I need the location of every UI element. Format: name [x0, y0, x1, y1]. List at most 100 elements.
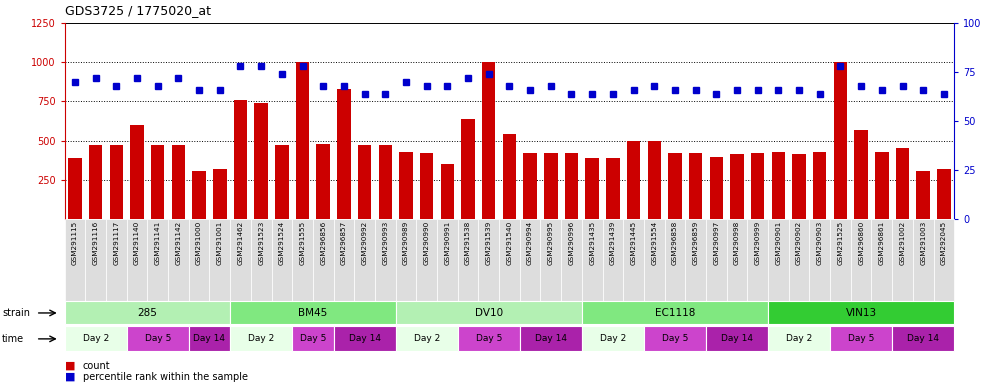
Text: GSM290992: GSM290992: [362, 221, 368, 265]
Bar: [316, 144, 330, 219]
Bar: [524, 153, 537, 219]
Bar: [379, 145, 392, 219]
Text: GSM291524: GSM291524: [279, 221, 285, 265]
Bar: [151, 145, 164, 219]
Text: GSM291435: GSM291435: [589, 221, 595, 265]
Text: GSM290996: GSM290996: [569, 221, 575, 265]
Bar: [419, 153, 433, 219]
Text: ■: ■: [65, 361, 76, 371]
Bar: [296, 62, 309, 219]
Bar: [130, 125, 144, 219]
Bar: [69, 158, 82, 219]
Bar: [689, 153, 703, 219]
Bar: [751, 153, 764, 219]
Text: Day 5: Day 5: [475, 334, 502, 343]
Text: percentile rank within the sample: percentile rank within the sample: [83, 372, 248, 382]
Text: DV10: DV10: [475, 308, 503, 318]
Text: Day 14: Day 14: [908, 334, 939, 343]
Text: EC1118: EC1118: [655, 308, 695, 318]
Text: GSM296856: GSM296856: [320, 221, 326, 265]
Text: Day 2: Day 2: [599, 334, 626, 343]
Text: Day 14: Day 14: [194, 334, 226, 343]
Text: GSM291115: GSM291115: [72, 221, 78, 265]
Text: GSM291003: GSM291003: [920, 221, 926, 265]
Text: GSM290903: GSM290903: [817, 221, 823, 265]
Text: GSM291000: GSM291000: [196, 221, 202, 265]
Bar: [834, 62, 847, 219]
Text: GSM296857: GSM296857: [341, 221, 347, 265]
Bar: [544, 153, 558, 219]
Text: Day 5: Day 5: [662, 334, 688, 343]
Bar: [606, 158, 619, 219]
Text: GSM290999: GSM290999: [754, 221, 760, 265]
Bar: [109, 145, 123, 219]
Text: GSM290901: GSM290901: [775, 221, 781, 265]
Bar: [461, 119, 475, 219]
Text: GSM290902: GSM290902: [796, 221, 802, 265]
Bar: [813, 152, 826, 219]
Bar: [337, 89, 351, 219]
Bar: [275, 145, 288, 219]
Text: strain: strain: [2, 308, 30, 318]
Bar: [503, 134, 516, 219]
Text: Day 14: Day 14: [535, 334, 567, 343]
Text: GSM291002: GSM291002: [900, 221, 906, 265]
Text: Day 2: Day 2: [83, 334, 108, 343]
Text: GSM291462: GSM291462: [238, 221, 244, 265]
Bar: [937, 169, 950, 219]
Text: GSM290990: GSM290990: [423, 221, 429, 265]
Text: GSM291117: GSM291117: [113, 221, 119, 265]
Bar: [440, 164, 454, 219]
Text: GSM296861: GSM296861: [879, 221, 885, 265]
Bar: [855, 129, 868, 219]
Text: GSM291140: GSM291140: [134, 221, 140, 265]
Text: count: count: [83, 361, 110, 371]
Text: GSM291141: GSM291141: [155, 221, 161, 265]
Bar: [627, 141, 640, 219]
Text: GSM291445: GSM291445: [630, 221, 636, 265]
Text: GSM296858: GSM296858: [672, 221, 678, 265]
Bar: [731, 154, 744, 219]
Text: GSM291116: GSM291116: [92, 221, 98, 265]
Bar: [234, 100, 248, 219]
Text: GSM296860: GSM296860: [858, 221, 864, 265]
Bar: [792, 154, 806, 219]
Text: Day 5: Day 5: [144, 334, 171, 343]
Text: GSM290989: GSM290989: [403, 221, 409, 265]
Text: GSM292045: GSM292045: [941, 221, 947, 265]
Text: Day 2: Day 2: [786, 334, 812, 343]
Text: BM45: BM45: [298, 308, 327, 318]
Bar: [668, 153, 682, 219]
Bar: [88, 145, 102, 219]
Text: GSM291539: GSM291539: [486, 221, 492, 265]
Text: GSM290997: GSM290997: [714, 221, 720, 265]
Bar: [771, 152, 785, 219]
Text: Day 14: Day 14: [349, 334, 381, 343]
Text: Day 14: Day 14: [721, 334, 753, 343]
Bar: [400, 152, 413, 219]
Text: ■: ■: [65, 372, 76, 382]
Text: time: time: [2, 334, 24, 344]
Text: GSM290991: GSM290991: [444, 221, 450, 265]
Text: GDS3725 / 1775020_at: GDS3725 / 1775020_at: [65, 4, 211, 17]
Bar: [172, 145, 185, 219]
Bar: [193, 171, 206, 219]
Text: GSM291523: GSM291523: [258, 221, 264, 265]
Text: GSM291540: GSM291540: [506, 221, 513, 265]
Bar: [358, 145, 372, 219]
Bar: [565, 153, 579, 219]
Bar: [916, 171, 930, 219]
Text: GSM296859: GSM296859: [693, 221, 699, 265]
Bar: [585, 158, 599, 219]
Text: GSM290995: GSM290995: [548, 221, 554, 265]
Text: GSM291439: GSM291439: [610, 221, 616, 265]
Bar: [647, 141, 661, 219]
Text: VIN13: VIN13: [846, 308, 877, 318]
Text: Day 5: Day 5: [848, 334, 875, 343]
Bar: [213, 169, 227, 219]
Bar: [875, 152, 889, 219]
Text: GSM290993: GSM290993: [383, 221, 389, 265]
Bar: [482, 62, 495, 219]
Text: 285: 285: [137, 308, 157, 318]
Text: Day 5: Day 5: [300, 334, 326, 343]
